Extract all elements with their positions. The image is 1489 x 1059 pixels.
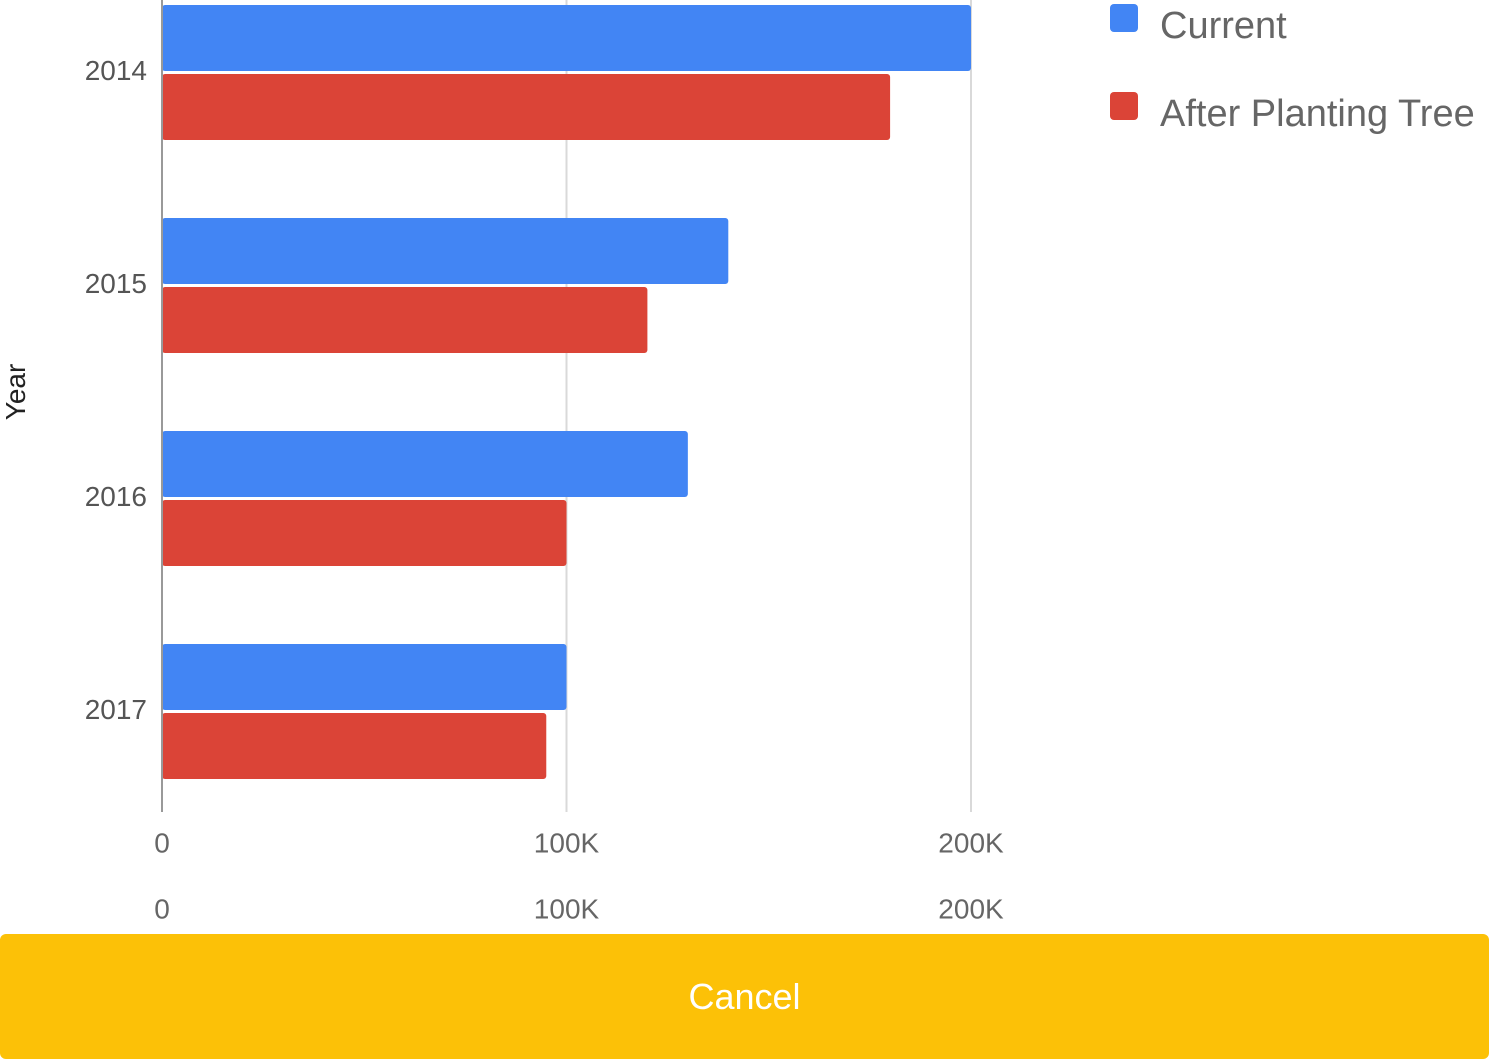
bar-chart: 0 0 100K 100K 200K 200K 2014 2015 2016 2017 Curre…: [85, 0, 1475, 924]
x-tick-label: 100K: [534, 893, 600, 924]
bar-2014-current: [162, 5, 971, 71]
bar-2016-after-planting-tree: [162, 500, 567, 566]
y-tick-label: 2016: [85, 481, 147, 512]
x-tick-label: 0: [154, 827, 170, 858]
bar-2016-current: [162, 431, 688, 497]
x-tick-label: 0: [154, 893, 170, 924]
y-tick-label: 2015: [85, 268, 147, 299]
legend-swatch: [1110, 92, 1138, 120]
x-tick-label: 100K: [534, 827, 600, 858]
y-tick-label: 2017: [85, 694, 147, 725]
bar-2017-current: [162, 644, 567, 710]
y-tick-label: 2014: [85, 55, 147, 86]
bar-2015-after-planting-tree: [162, 287, 648, 353]
x-tick-label: 200K: [938, 827, 1004, 858]
bar-2014-after-planting-tree: [162, 74, 891, 140]
bar-2017-after-planting-tree: [162, 713, 547, 779]
y-axis-label: Year: [0, 363, 31, 421]
legend-label: After Planting Tree: [1160, 93, 1475, 135]
legend-label: Current: [1160, 5, 1287, 47]
legend-swatch: [1110, 4, 1138, 32]
cancel-button[interactable]: Cancel: [0, 934, 1489, 1059]
legend: Current After Planting Tree: [1110, 4, 1475, 135]
bar-2015-current: [162, 218, 729, 284]
x-tick-label: 200K: [938, 893, 1004, 924]
axes: 0 0 100K 100K 200K 200K 2014 2015 2016 2017: [85, 0, 1004, 924]
bars: [162, 5, 971, 779]
